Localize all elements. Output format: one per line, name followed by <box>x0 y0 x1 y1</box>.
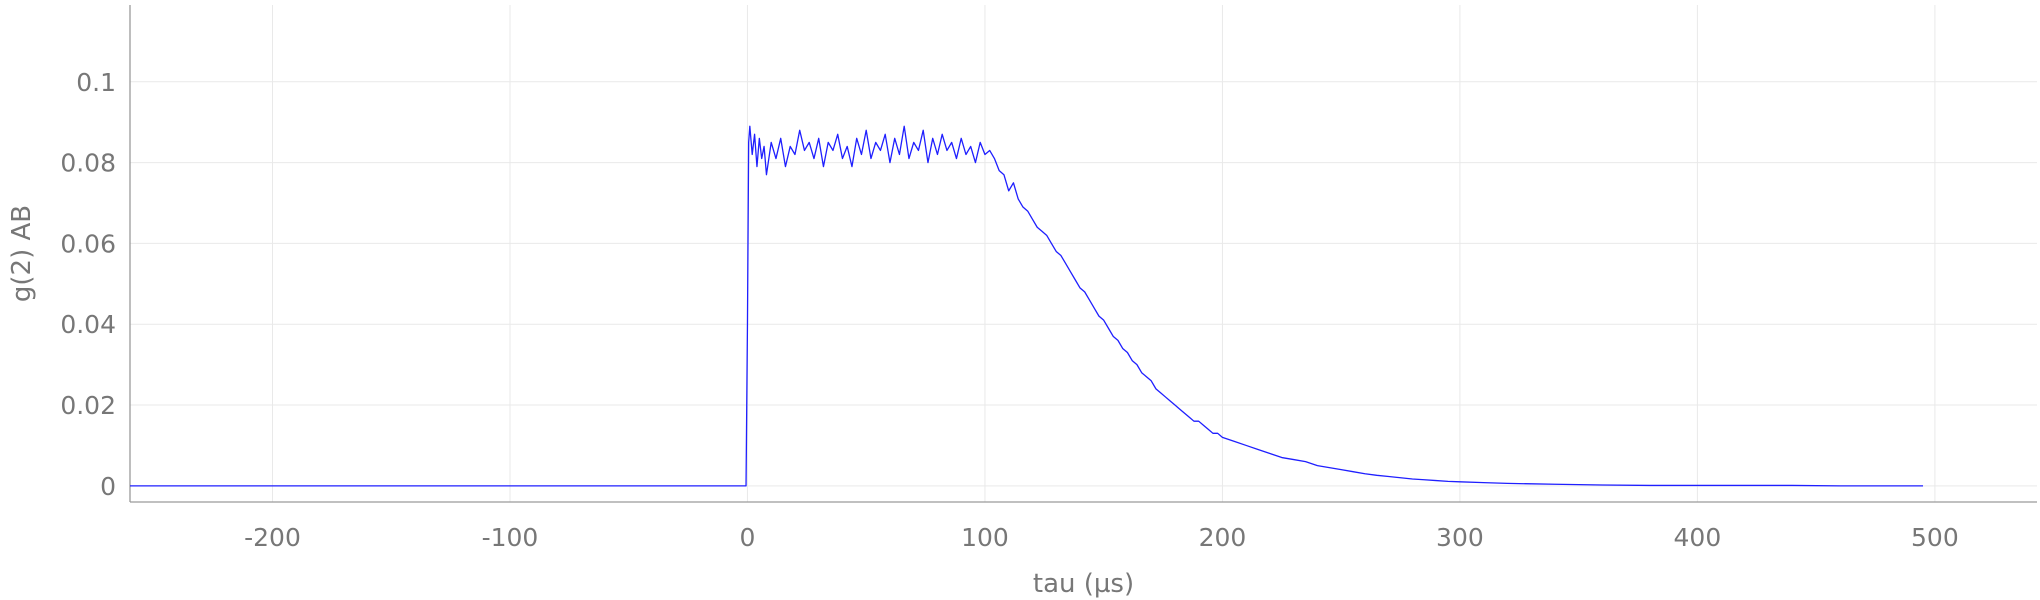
x-tick-label: 500 <box>1911 523 1959 552</box>
grid <box>130 5 2037 502</box>
x-tick-labels: -200 -100 0 100 200 300 400 500 <box>244 523 1959 552</box>
x-tick-label: 200 <box>1199 523 1247 552</box>
axes <box>129 5 2037 503</box>
x-tick-label: -200 <box>244 523 301 552</box>
x-tick-label: 400 <box>1674 523 1722 552</box>
x-tick-label: 100 <box>961 523 1009 552</box>
x-tick-label: 300 <box>1436 523 1484 552</box>
y-axis-title: g(2) AB <box>7 205 37 302</box>
series-layer <box>130 125 1924 487</box>
y-tick-label: 0.04 <box>60 310 116 339</box>
y-tick-label: 0.1 <box>76 68 116 97</box>
y-tick-label: 0 <box>100 472 116 501</box>
series-line <box>130 125 1924 487</box>
y-tick-label: 0.08 <box>60 149 116 178</box>
x-tick-label: -100 <box>482 523 539 552</box>
y-tick-label: 0.02 <box>60 391 116 420</box>
y-tick-label: 0.06 <box>60 229 116 258</box>
x-tick-label: 0 <box>740 523 756 552</box>
x-axis-title: tau (µs) <box>1033 569 1134 599</box>
y-tick-labels: 0 0.02 0.04 0.06 0.08 0.1 <box>60 68 116 501</box>
